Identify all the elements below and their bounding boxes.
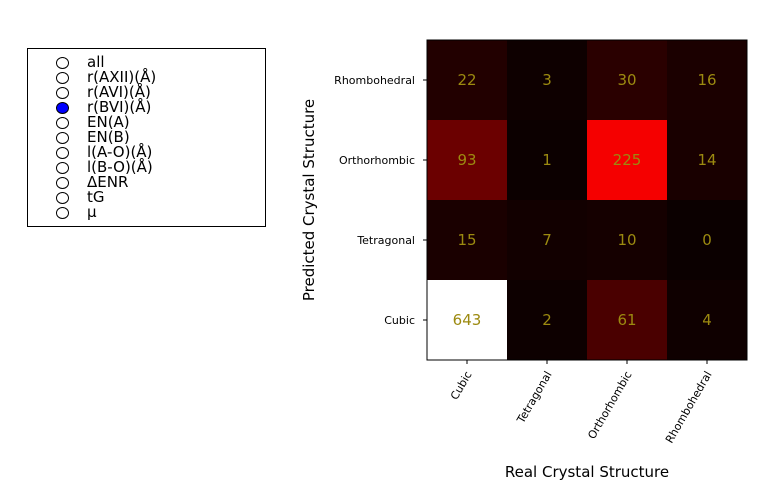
- plot-frame: [426, 39, 748, 361]
- cell-value-label: 225: [613, 151, 642, 169]
- radio-circle-icon[interactable]: [56, 57, 69, 69]
- radio-circle-icon[interactable]: [56, 192, 69, 204]
- heatmap-cell: [587, 200, 667, 280]
- radio-option-label: l(B-O)(Å): [87, 158, 153, 176]
- y-tick-label: Tetragonal: [356, 234, 415, 247]
- radio-circle-icon[interactable]: [56, 102, 69, 114]
- heatmap-cell: [667, 280, 747, 360]
- radio-option-label: r(AVI)(Å): [87, 83, 151, 101]
- y-tick-label: Orthorhombic: [339, 154, 415, 167]
- heatmap-cell: [587, 40, 667, 120]
- cell-value-label: 0: [702, 231, 712, 249]
- x-tick-label: Tetragonal: [514, 369, 555, 426]
- radio-option-label: r(BVI)(Å): [87, 98, 152, 116]
- cell-value-label: 30: [617, 71, 636, 89]
- radio-option[interactable]: ΔENR: [28, 173, 263, 191]
- cell-value-label: 61: [617, 311, 636, 329]
- radio-circle-icon[interactable]: [56, 72, 69, 84]
- cell-value-label: 16: [697, 71, 716, 89]
- x-axis-title: Real Crystal Structure: [505, 463, 669, 481]
- radio-circle-icon[interactable]: [56, 147, 69, 159]
- heatmap-cell: [507, 200, 587, 280]
- x-tick-label: Rhombohedral: [663, 369, 715, 445]
- heatmap-cell: [667, 120, 747, 200]
- radio-circle-icon[interactable]: [56, 87, 69, 99]
- heatmap-cell: [587, 120, 667, 200]
- radio-circle-icon[interactable]: [56, 207, 69, 219]
- radio-circle-icon[interactable]: [56, 177, 69, 189]
- cell-value-label: 22: [457, 71, 476, 89]
- cell-value-label: 2: [542, 311, 552, 329]
- cell-value-label: 3: [542, 71, 552, 89]
- x-tick-label: Cubic: [448, 369, 475, 402]
- radio-option[interactable]: l(A-O)(Å): [28, 143, 263, 161]
- heatmap-cell: [587, 280, 667, 360]
- y-axis-title: Predicted Crystal Structure: [300, 99, 318, 301]
- y-tick-label: Rhombohedral: [334, 74, 415, 87]
- cell-value-label: 10: [617, 231, 636, 249]
- cell-value-label: 643: [453, 311, 482, 329]
- radio-circle-icon[interactable]: [56, 132, 69, 144]
- x-tick-label: Orthorhombic: [585, 369, 634, 441]
- radio-option-label: all: [87, 53, 105, 71]
- heatmap-cells: 22 3 30 16 93 1 225 14 15 7 10 0 643 2 61 4: [427, 40, 747, 360]
- heatmap-cell: [507, 40, 587, 120]
- heatmap-cell: [507, 280, 587, 360]
- radio-option-label: EN(A): [87, 113, 130, 131]
- radio-option-label: ΔENR: [87, 173, 129, 191]
- radio-option[interactable]: μ: [28, 203, 263, 221]
- heatmap-cell: [427, 120, 507, 200]
- cell-value-label: 15: [457, 231, 476, 249]
- radio-option[interactable]: EN(A): [28, 113, 263, 131]
- heatmap-cell: [507, 120, 587, 200]
- y-tick-label: Cubic: [384, 314, 415, 327]
- radio-option[interactable]: tG: [28, 188, 263, 206]
- radio-option[interactable]: all: [28, 53, 263, 71]
- radio-circle-icon[interactable]: [56, 162, 69, 174]
- heatmap-cell: [667, 40, 747, 120]
- heatmap-cell: [427, 280, 507, 360]
- radio-option[interactable]: r(BVI)(Å): [28, 98, 263, 116]
- cell-value-label: 1: [542, 151, 552, 169]
- cell-value-label: 4: [702, 311, 712, 329]
- radio-option[interactable]: r(AVI)(Å): [28, 83, 263, 101]
- radio-option[interactable]: EN(B): [28, 128, 263, 146]
- radio-option-label: EN(B): [87, 128, 130, 146]
- radio-option[interactable]: r(AXII)(Å): [28, 68, 263, 86]
- radio-circle-icon[interactable]: [56, 117, 69, 129]
- cell-value-label: 14: [697, 151, 716, 169]
- heatmap-cell: [427, 40, 507, 120]
- heatmap-cell: [667, 200, 747, 280]
- radio-option-label: l(A-O)(Å): [87, 143, 153, 161]
- heatmap-cell: [427, 200, 507, 280]
- radio-option-label: tG: [87, 188, 105, 206]
- cell-value-label: 93: [457, 151, 476, 169]
- feature-radio-panel: all r(AXII)(Å) r(AVI)(Å) r(BVI)(Å) EN(A) EN(B…: [27, 48, 266, 227]
- radio-option-label: μ: [87, 203, 97, 221]
- radio-option-label: r(AXII)(Å): [87, 68, 157, 86]
- cell-value-label: 7: [542, 231, 552, 249]
- radio-option[interactable]: l(B-O)(Å): [28, 158, 263, 176]
